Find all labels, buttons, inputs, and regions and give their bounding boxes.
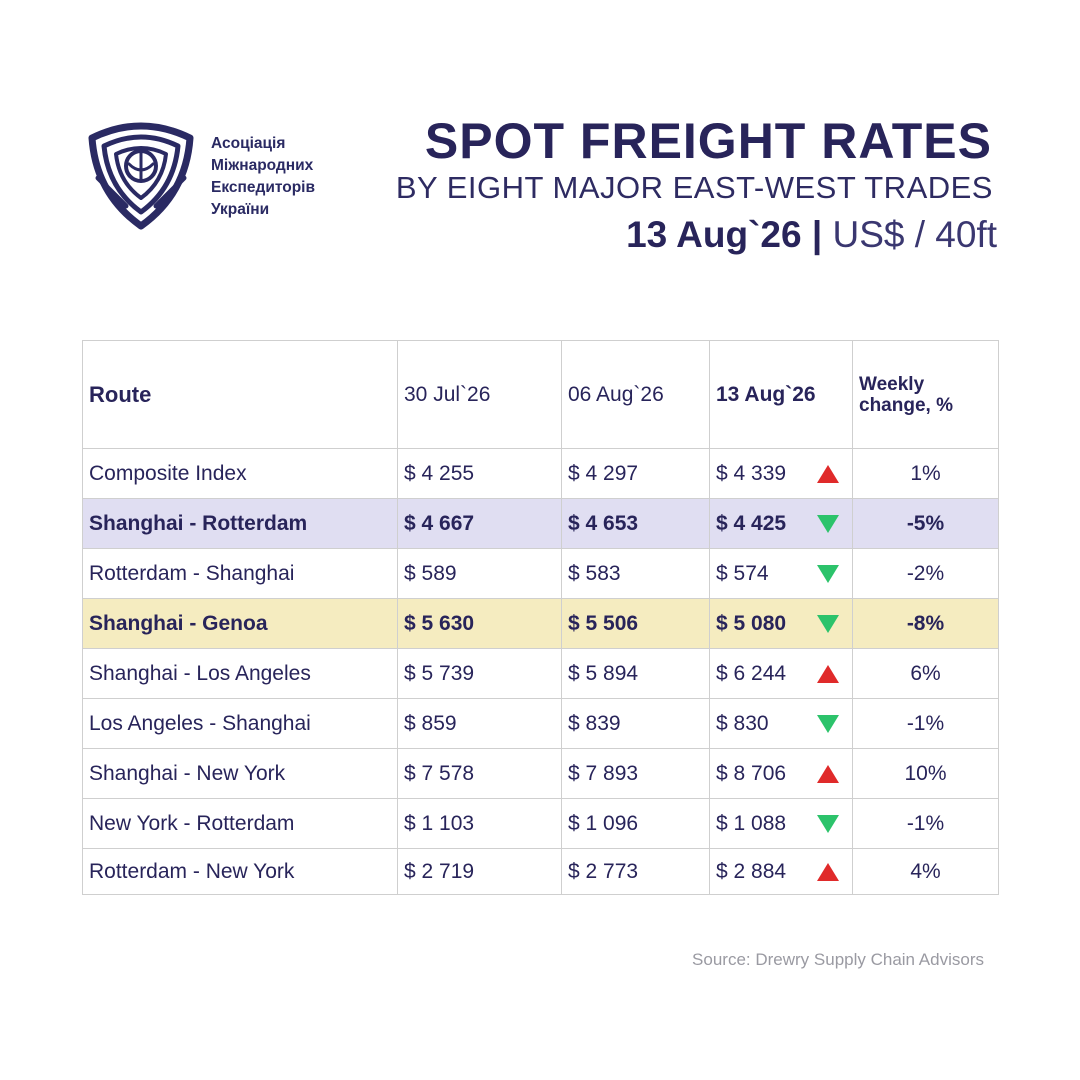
route-cell: Shanghai - Genoa — [82, 598, 398, 649]
weekly-change-cell: -2% — [852, 548, 999, 599]
rate-cell-date-2: $ 2 773 — [561, 848, 710, 895]
org-name-line: України — [211, 201, 270, 218]
rate-cell-date-3: $ 4 425 — [709, 498, 853, 549]
rate-cell-date-3: $ 4 339 — [709, 448, 853, 499]
current-rate-value: $ 1 088 — [716, 811, 787, 835]
rate-cell-date-2: $ 5 506 — [561, 598, 710, 649]
table-row: Shanghai - Los Angeles $ 5 739 $ 5 894 $ 6 … — [82, 648, 999, 699]
column-header-date-1: 30 Jul`26 — [397, 340, 562, 449]
weekly-change-cell: 10% — [852, 748, 999, 799]
rate-cell-date-3: $ 8 706 — [709, 748, 853, 799]
column-header-date-3: 13 Aug`26 — [709, 340, 853, 449]
current-rate-value: $ 2 884 — [716, 859, 787, 883]
rate-cell-date-3: $ 6 244 — [709, 648, 853, 699]
rate-cell-date-2: $ 4 653 — [561, 498, 710, 549]
rate-cell-date-1: $ 4 667 — [397, 498, 562, 549]
rate-cell-date-3: $ 5 080 — [709, 598, 853, 649]
weekly-change-cell: -1% — [852, 798, 999, 849]
org-name-line: Міжнародних — [211, 157, 314, 174]
org-name-line: Асоціація — [211, 135, 286, 152]
table-row: Los Angeles - Shanghai $ 859 $ 839 $ 830 -1% — [82, 698, 999, 749]
weekly-change-cell: 6% — [852, 648, 999, 699]
current-rate-value: $ 4 339 — [716, 461, 787, 485]
table-row: Rotterdam - Shanghai $ 589 $ 583 $ 574 -2% — [82, 548, 999, 599]
rate-cell-date-3: $ 1 088 — [709, 798, 853, 849]
rate-cell-date-1: $ 1 103 — [397, 798, 562, 849]
weekly-change-cell: -8% — [852, 598, 999, 649]
page-title: SPOT FREIGHT RATES — [424, 113, 992, 169]
shield-emblem-logo — [88, 122, 194, 230]
current-rate-value: $ 4 425 — [716, 511, 787, 535]
table-row: Composite Index $ 4 255 $ 4 297 $ 4 339 1% — [82, 448, 999, 499]
unit-label: US$ / 40ft — [832, 214, 997, 255]
freight-rates-table: Route 30 Jul`26 06 Aug`26 13 Aug`26 Week… — [82, 340, 999, 895]
weekly-change-cell: -1% — [852, 698, 999, 749]
rate-cell-date-1: $ 859 — [397, 698, 562, 749]
table-header-row: Route 30 Jul`26 06 Aug`26 13 Aug`26 Week… — [82, 340, 999, 449]
trend-up-icon — [817, 464, 839, 483]
source-note: Source: Drewry Supply Chain Advisors — [692, 950, 984, 969]
route-cell: Rotterdam - Shanghai — [82, 548, 398, 599]
dateline: 13 Aug`26 | US$ / 40ft — [626, 214, 997, 256]
page-subtitle: BY EIGHT MAJOR EAST-WEST TRADES — [395, 170, 993, 205]
rate-cell-date-3: $ 830 — [709, 698, 853, 749]
current-rate-value: $ 574 — [716, 561, 769, 585]
trend-down-icon — [817, 814, 839, 833]
rate-cell-date-1: $ 4 255 — [397, 448, 562, 499]
current-rate-value: $ 5 080 — [716, 611, 787, 635]
route-cell: Shanghai - New York — [82, 748, 398, 799]
column-header-weekly-change: Weekly change, % — [852, 340, 999, 449]
table-row: Rotterdam - New York $ 2 719 $ 2 773 $ 2 88… — [82, 848, 999, 895]
weekly-change-cell: 1% — [852, 448, 999, 499]
current-rate-value: $ 6 244 — [716, 661, 787, 685]
rate-cell-date-2: $ 839 — [561, 698, 710, 749]
rate-cell-date-1: $ 7 578 — [397, 748, 562, 799]
current-rate-value: $ 830 — [716, 711, 769, 735]
rate-cell-date-1: $ 2 719 — [397, 848, 562, 895]
rate-cell-date-2: $ 583 — [561, 548, 710, 599]
route-cell: New York - Rotterdam — [82, 798, 398, 849]
rate-cell-date-3: $ 2 884 — [709, 848, 853, 895]
trend-down-icon — [817, 714, 839, 733]
table-row: Shanghai - New York $ 7 578 $ 7 893 $ 8 706… — [82, 748, 999, 799]
route-cell: Los Angeles - Shanghai — [82, 698, 398, 749]
route-cell: Shanghai - Los Angeles — [82, 648, 398, 699]
table-row: Shanghai - Rotterdam $ 4 667 $ 4 653 $ 4 42… — [82, 498, 999, 549]
rate-cell-date-2: $ 4 297 — [561, 448, 710, 499]
trend-down-icon — [817, 614, 839, 633]
trend-down-icon — [817, 564, 839, 583]
route-cell: Shanghai - Rotterdam — [82, 498, 398, 549]
weekly-change-cell: -5% — [852, 498, 999, 549]
rate-cell-date-1: $ 5 739 — [397, 648, 562, 699]
trend-up-icon — [817, 664, 839, 683]
trend-down-icon — [817, 514, 839, 533]
route-cell: Composite Index — [82, 448, 398, 499]
column-header-date-2: 06 Aug`26 — [561, 340, 710, 449]
organization-name: Асоціація Міжнародних Експедиторів Украї… — [211, 133, 315, 221]
rate-cell-date-1: $ 589 — [397, 548, 562, 599]
trend-up-icon — [817, 862, 839, 881]
current-rate-value: $ 8 706 — [716, 761, 787, 785]
rate-cell-date-3: $ 574 — [709, 548, 853, 599]
weekly-change-cell: 4% — [852, 848, 999, 895]
table-row: Shanghai - Genoa $ 5 630 $ 5 506 $ 5 080 -8% — [82, 598, 999, 649]
dateline-separator: | — [811, 214, 823, 255]
route-cell: Rotterdam - New York — [82, 848, 398, 895]
rate-cell-date-2: $ 1 096 — [561, 798, 710, 849]
table-row: New York - Rotterdam $ 1 103 $ 1 096 $ 1 08… — [82, 798, 999, 849]
rate-cell-date-2: $ 5 894 — [561, 648, 710, 699]
column-header-route: Route — [82, 340, 398, 449]
rate-cell-date-2: $ 7 893 — [561, 748, 710, 799]
rate-cell-date-1: $ 5 630 — [397, 598, 562, 649]
org-name-line: Експедиторів — [211, 179, 316, 196]
report-date: 13 Aug`26 — [626, 214, 802, 255]
trend-up-icon — [817, 764, 839, 783]
